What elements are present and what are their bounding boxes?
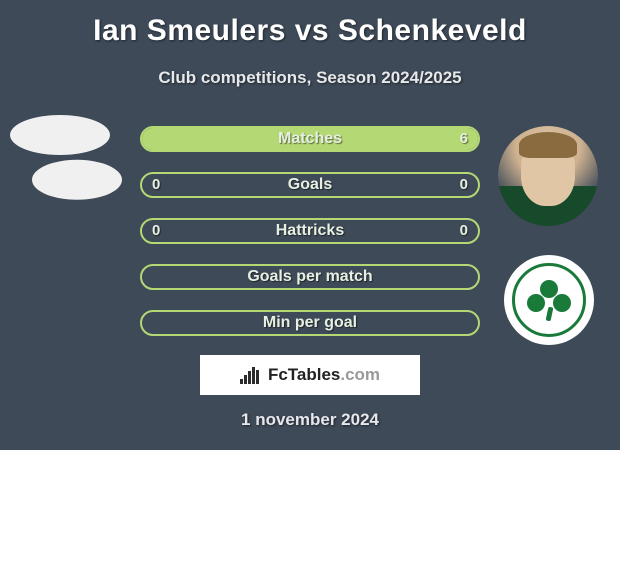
player-left-avatar [10,115,110,155]
branding-badge: FcTables.com [200,355,420,395]
snapshot-date: 1 november 2024 [0,410,620,430]
stat-row: 0 Goals 0 [140,172,480,198]
branding-text: FcTables.com [268,365,380,385]
bottom-whitespace [0,450,620,580]
stat-row: Goals per match [140,264,480,290]
player-right-club-badge [504,255,594,345]
stat-label: Hattricks [276,222,344,240]
stat-row: Matches 6 [140,126,480,152]
stat-row: 0 Hattricks 0 [140,218,480,244]
stat-row: Min per goal [140,310,480,336]
player-right-avatar [498,126,598,226]
stat-value-right: 6 [460,130,468,147]
stat-value-right: 0 [460,222,468,239]
stat-label: Min per goal [263,314,357,332]
stat-label: Goals [288,176,332,194]
page-title: Ian Smeulers vs Schenkeveld [0,0,620,48]
stat-value-right: 0 [460,176,468,193]
stat-value-left: 0 [152,176,160,193]
shamrock-icon [527,278,571,322]
stat-label: Matches [278,130,342,148]
stat-label: Goals per match [247,268,372,286]
page-subtitle: Club competitions, Season 2024/2025 [0,68,620,88]
bar-chart-icon [240,366,262,384]
player-left-club-placeholder [32,160,122,200]
stat-value-left: 0 [152,222,160,239]
stats-comparison: Matches 6 0 Goals 0 0 Hattricks 0 Goals per matc… [140,126,480,356]
